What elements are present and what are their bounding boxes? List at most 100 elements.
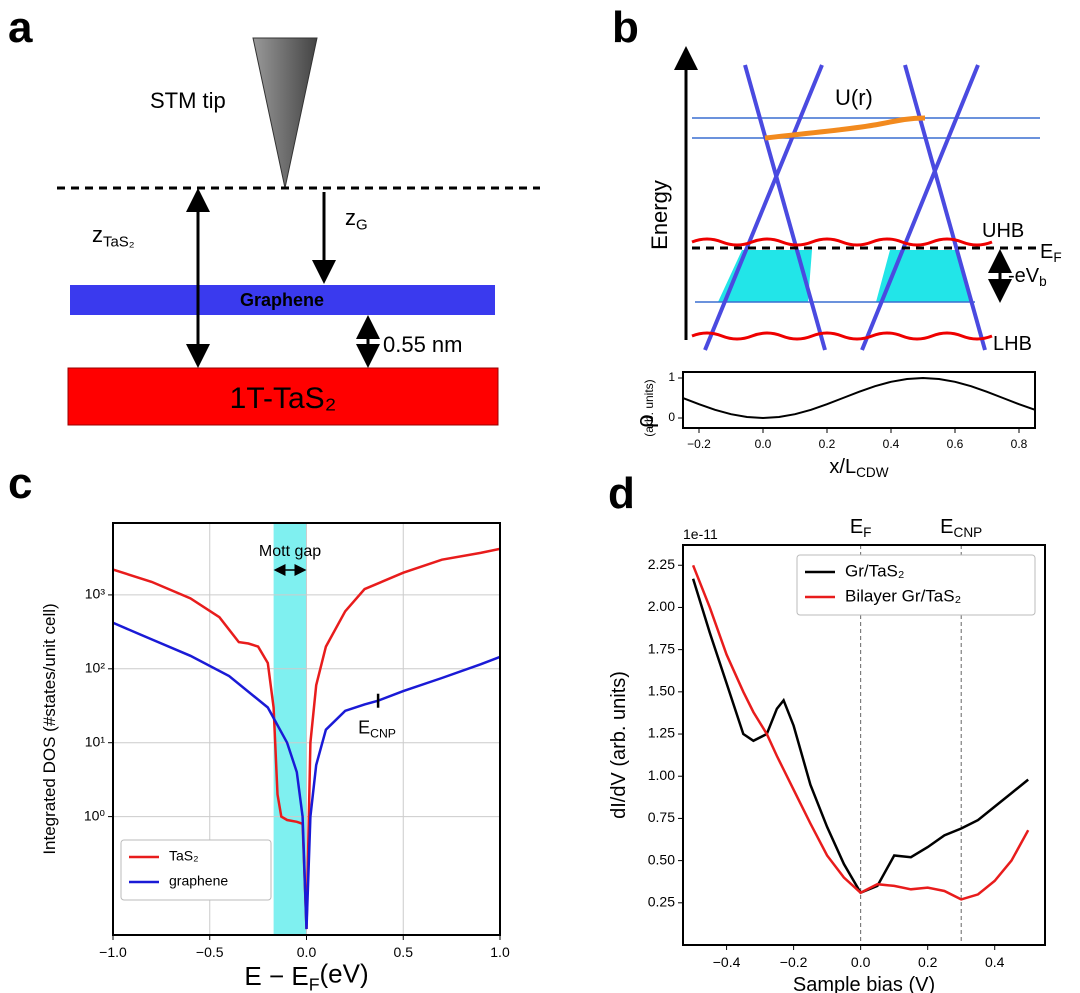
series-line — [691, 564, 1030, 901]
text-part: F — [309, 974, 320, 993]
x-tick-label: 0.0 — [851, 954, 871, 970]
y-tick-label: 10³ — [85, 586, 106, 602]
y-tick-label: 1.25 — [648, 725, 675, 741]
x-tick-label: −1.0 — [99, 944, 127, 960]
panel-label: b — [612, 3, 639, 52]
stm-tip — [252, 37, 318, 189]
text-part: TaS₂ — [103, 233, 135, 250]
plot-frame — [682, 371, 1036, 429]
y-tick-label: 10² — [85, 660, 106, 676]
y-axis-label: ρ — [632, 414, 659, 428]
x-tick-label: 0.0 — [755, 437, 772, 451]
lhb-band — [691, 331, 993, 341]
y-tick-label: 0.75 — [648, 809, 675, 825]
text-part: E — [850, 516, 863, 538]
y-tick-label: 1.50 — [648, 683, 675, 699]
label: Energy — [647, 180, 672, 250]
reference-label: ECNP — [940, 516, 982, 540]
label: U(r) — [835, 85, 873, 110]
label: 1T-TaS₂ — [230, 382, 337, 415]
y-tick-label: 10¹ — [85, 733, 106, 749]
label: UHB — [982, 220, 1024, 242]
y-tick-label: 0.50 — [648, 851, 675, 867]
plot-frame — [682, 544, 1046, 946]
graphene-layer — [70, 285, 495, 315]
y-tick-label: 2.25 — [648, 556, 675, 572]
text-part: F — [1053, 250, 1061, 265]
series-line — [691, 578, 1029, 895]
legend-label: Bilayer Gr/TaS₂ — [845, 586, 961, 605]
label: LHB — [993, 333, 1032, 355]
annotation: Mott gap — [259, 543, 321, 560]
legend-label: graphene — [169, 873, 228, 889]
annotation: ECNP — [358, 718, 396, 741]
x-axis-label: Sample bias (V) — [793, 974, 935, 993]
reference-label: EF — [850, 516, 872, 540]
legend-label: Gr/TaS₂ — [845, 561, 905, 580]
legend-label: TaS₂ — [169, 848, 199, 864]
panel-label: c — [8, 459, 32, 508]
x-tick-label: 0.5 — [394, 944, 414, 960]
text-part: F — [863, 525, 871, 540]
y-tick-label: 2.00 — [648, 598, 675, 614]
y-tick-label: 0 — [668, 410, 675, 424]
series-line — [113, 621, 500, 930]
text-part: z — [345, 205, 356, 230]
y-tick-label: 1.75 — [648, 640, 675, 656]
series-line — [113, 547, 500, 930]
text-part: x/L — [829, 456, 856, 478]
label: STM tip — [150, 88, 226, 113]
x-tick-label: 0.2 — [918, 954, 938, 970]
label: Graphene — [240, 290, 324, 310]
legend — [796, 554, 1036, 616]
text-part: (eV) — [320, 959, 369, 989]
text-part: CNP — [954, 525, 983, 540]
text-part: E — [940, 516, 953, 538]
x-tick-label: 0.2 — [819, 437, 836, 451]
levels — [692, 117, 1040, 303]
y-tick-label: 0.25 — [648, 894, 675, 910]
text-part: E — [1040, 241, 1053, 263]
y-axis-label: Integrated DOS (#states/unit cell) — [40, 603, 59, 854]
x-axis-label: x/LCDW — [829, 456, 888, 480]
y-axis-unit: (arb. units) — [642, 379, 656, 436]
x-tick-label: 0.8 — [1011, 437, 1028, 451]
x-tick-label: 0.4 — [985, 954, 1005, 970]
potential-curve — [764, 115, 926, 141]
y-tick-label: 10⁰ — [84, 807, 106, 823]
label: zG — [345, 205, 368, 233]
y-tick-label: 1 — [668, 370, 675, 384]
x-axis-label: E − EF(eV) — [244, 959, 368, 993]
text-part: -eV — [1008, 265, 1040, 287]
dirac-cones — [703, 64, 987, 351]
label: zTaS₂ — [92, 222, 135, 250]
panel-label: a — [8, 3, 33, 52]
legend — [120, 839, 272, 901]
x-tick-label: 0.6 — [947, 437, 964, 451]
series-line — [683, 376, 1035, 420]
offset-label: 1e-11 — [683, 526, 718, 542]
x-tick-label: 0.4 — [883, 437, 900, 451]
text-part: E − E — [244, 961, 308, 991]
x-tick-label: −0.5 — [196, 944, 224, 960]
uhb-band — [691, 237, 993, 247]
x-tick-label: −0.4 — [713, 954, 741, 970]
y-tick-label: 1.00 — [648, 767, 675, 783]
filled-cone — [876, 250, 973, 302]
x-tick-label: −0.2 — [780, 954, 808, 970]
label: EF — [1040, 241, 1062, 265]
text-part: G — [356, 216, 368, 233]
text-part: CNP — [370, 726, 396, 740]
label: -eVb — [1008, 265, 1047, 289]
x-tick-label: 1.0 — [490, 944, 510, 960]
text-part: CDW — [856, 465, 889, 480]
y-axis-label: dI/dV (arb. units) — [608, 671, 630, 819]
x-tick-label: 0.0 — [297, 944, 317, 960]
plot-frame — [112, 522, 501, 936]
text-part: z — [92, 222, 103, 247]
x-tick-label: −0.2 — [687, 437, 711, 451]
panel-label: d — [608, 469, 635, 518]
text-part: b — [1039, 274, 1047, 289]
